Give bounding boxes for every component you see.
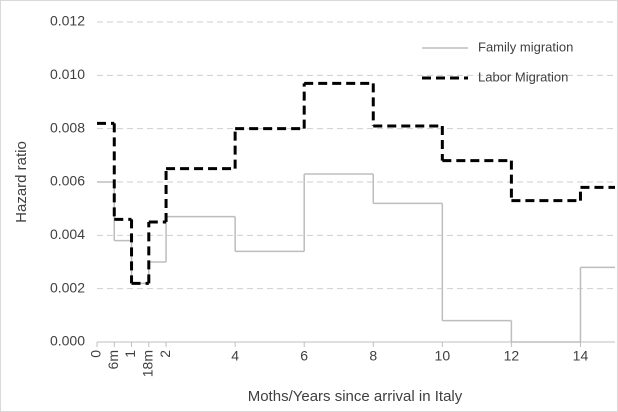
- y-axis-title: Hazard ratio: [13, 141, 30, 223]
- x-axis-title: Moths/Years since arrival in Italy: [248, 388, 463, 405]
- y-tick-label: 0.012: [50, 13, 85, 29]
- x-tick-label: 10: [435, 348, 451, 364]
- y-tick-label: 0.004: [50, 226, 85, 242]
- y-tick-label: 0.008: [50, 119, 85, 135]
- x-tick-label: 4: [231, 348, 239, 364]
- x-tick-label: 18m: [140, 350, 156, 377]
- x-tick-label: 6m: [105, 350, 121, 369]
- x-tick-label: 12: [504, 348, 520, 364]
- y-tick-label: 0.002: [50, 279, 85, 295]
- y-tick-label: 0.000: [50, 333, 85, 349]
- y-tick-label: 0.006: [50, 173, 85, 189]
- legend-label: Labor Migration: [478, 69, 568, 84]
- x-tick-label: 6: [300, 348, 308, 364]
- y-tick-label: 0.010: [50, 66, 85, 82]
- legend-label: Family migration: [478, 39, 573, 54]
- x-tick-label: 0: [88, 350, 104, 358]
- x-tick-label: 14: [573, 348, 589, 364]
- x-tick-label: 2: [157, 350, 173, 358]
- x-tick-label: 1: [122, 350, 138, 358]
- x-tick-label: 8: [369, 348, 377, 364]
